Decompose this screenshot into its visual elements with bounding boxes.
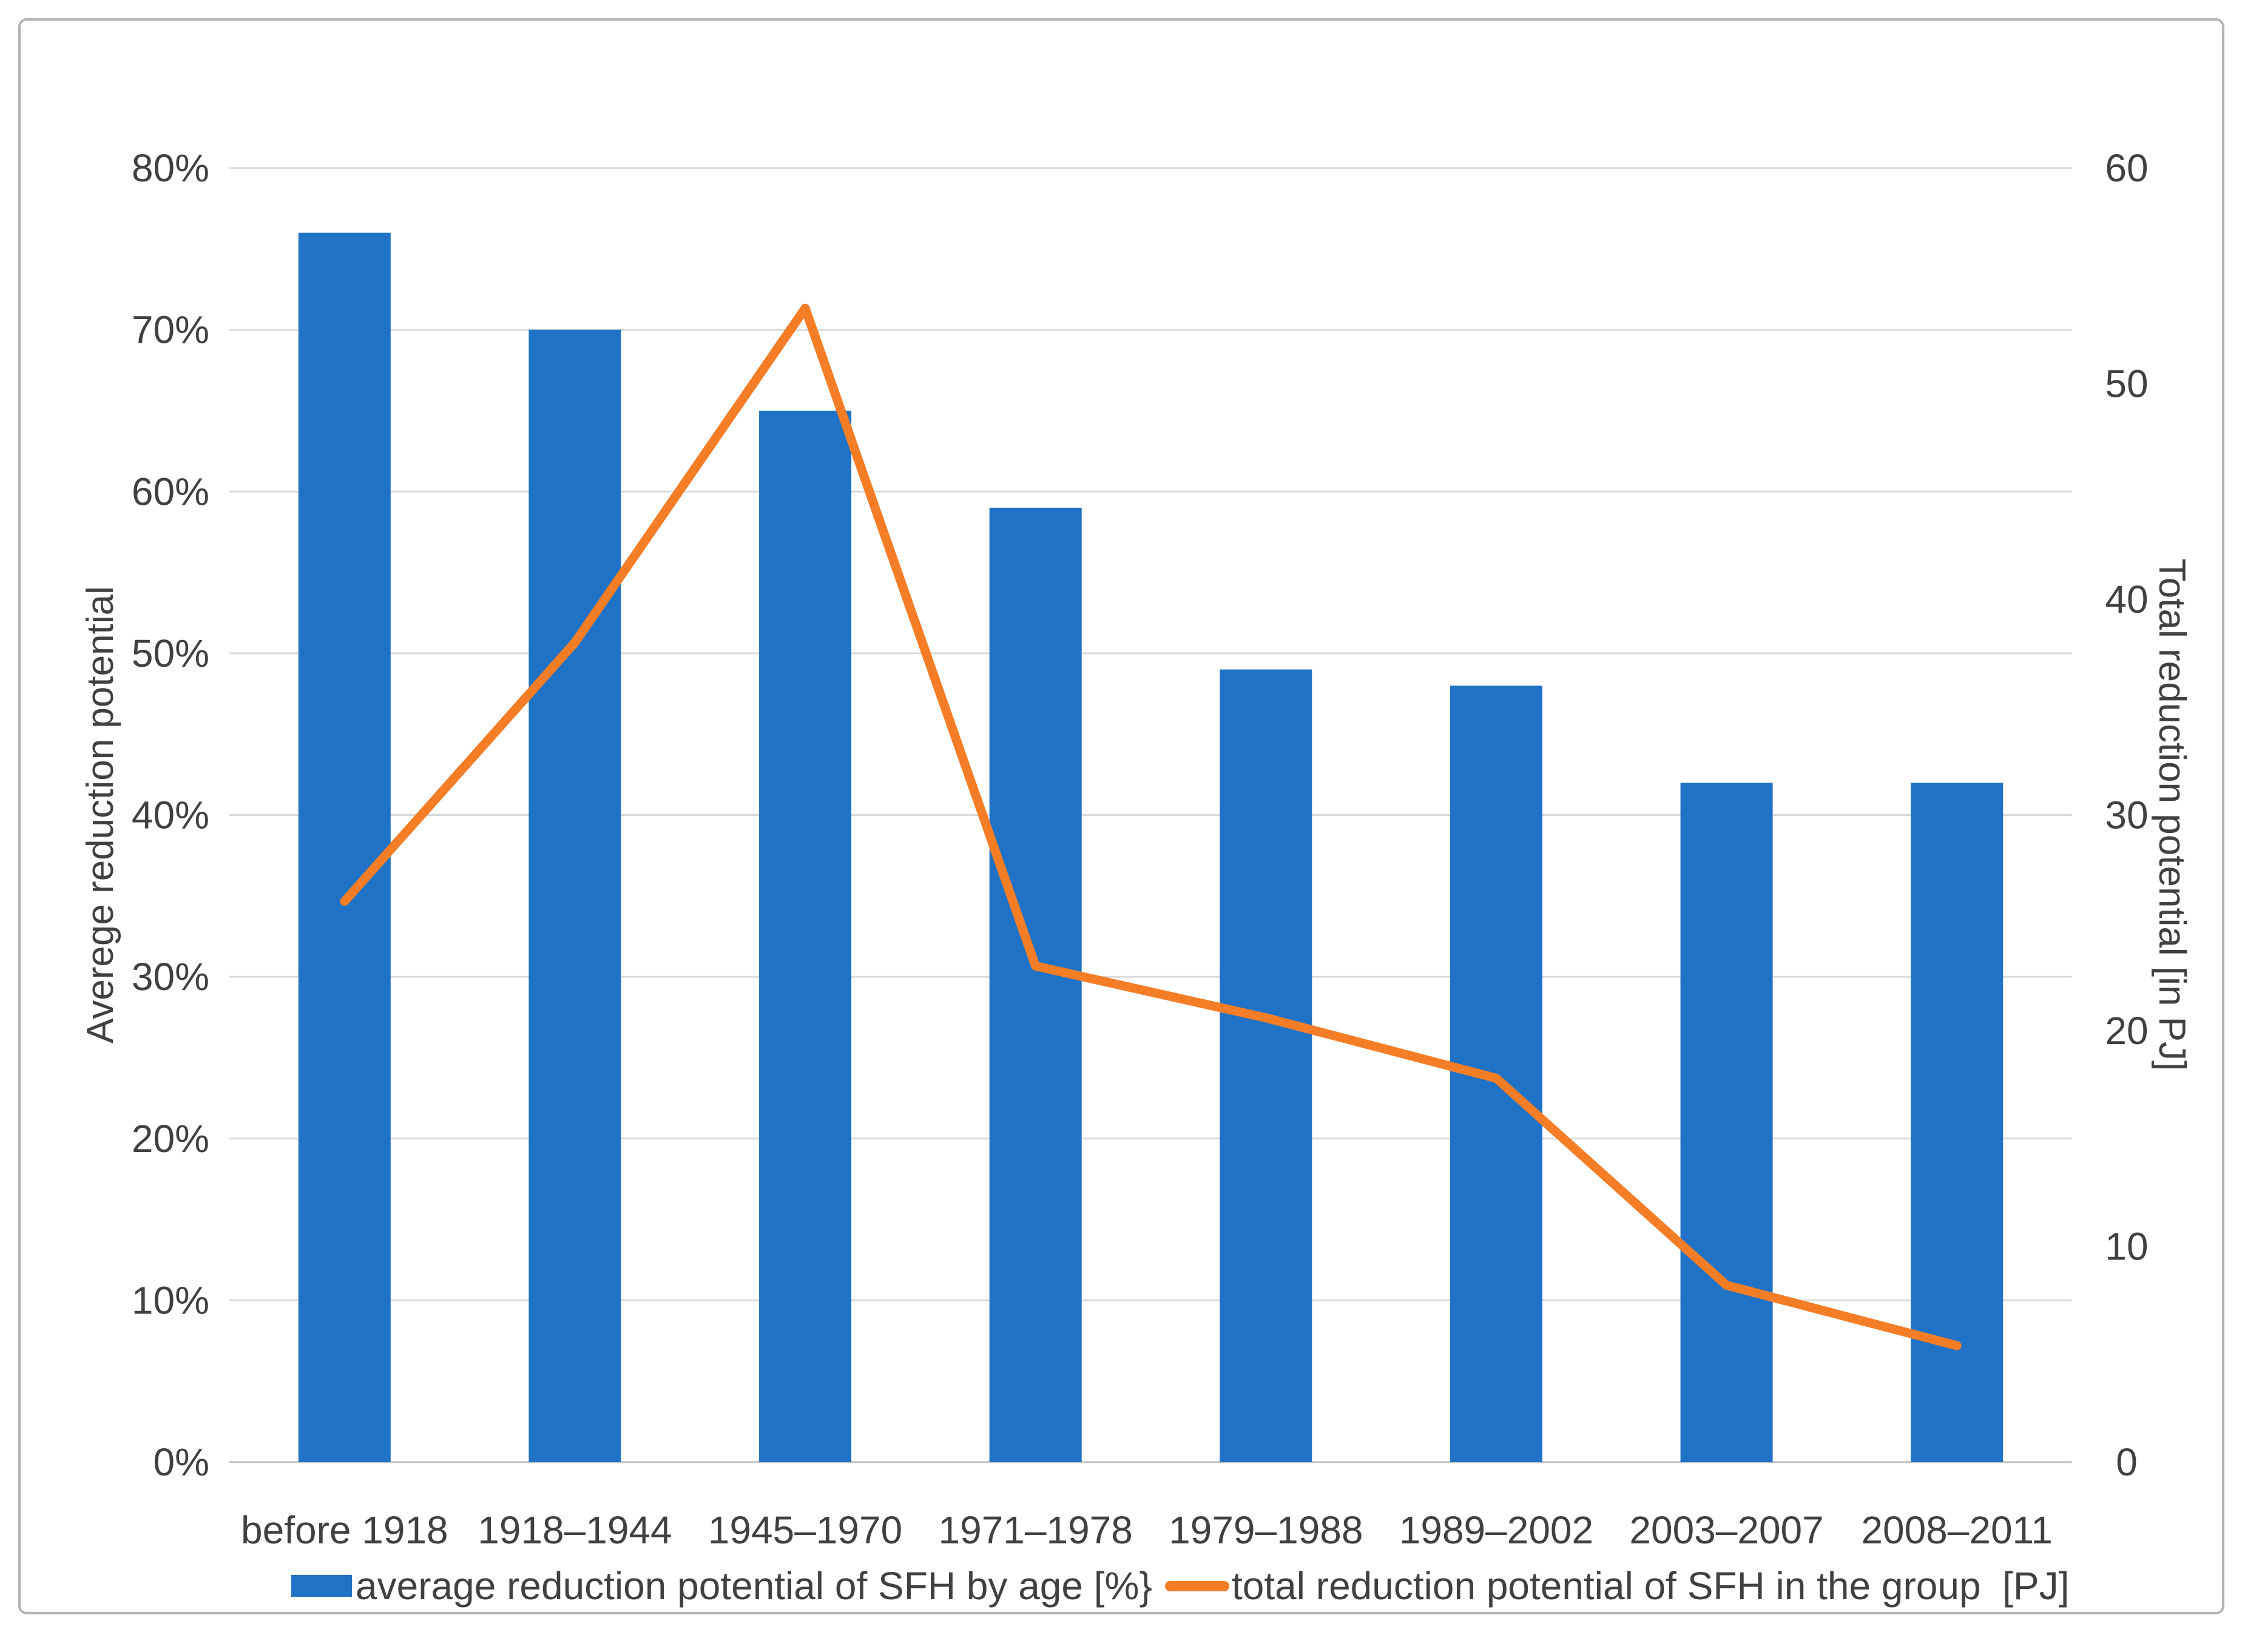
legend: average reduction potential of SFH by ag… [0,1564,2262,1619]
left-axis-tick-label: 10% [132,1278,209,1322]
left-axis-tick-label: 20% [132,1117,209,1161]
bar [298,232,391,1462]
right-axis-tick-label: 50 [2105,362,2148,406]
left-axis-title: Averege reduction potential [79,586,121,1043]
bar [989,507,1082,1462]
bar [759,410,852,1462]
bar-series-swatch [291,1575,352,1597]
left-axis-tick-label: 0% [154,1440,210,1484]
bar [1220,669,1312,1462]
x-axis-category-label: before 1918 [241,1508,448,1552]
x-axis-category-label: 1989–2002 [1399,1508,1593,1552]
bar [1680,783,1773,1462]
right-axis-tick-label: 40 [2105,578,2148,621]
right-axis-tick-label: 0 [2116,1440,2138,1484]
x-axis-category-label: 1918–1944 [478,1508,672,1552]
left-axis-tick-label: 40% [132,794,209,837]
line-series-legend-label: total reduction potential of SFH in the … [1232,1564,2070,1608]
right-axis-tick-label: 60 [2105,146,2148,190]
left-axis-tick-label: 80% [132,146,209,190]
right-axis-title: Total reduction potential [in PJ] [2151,558,2193,1071]
x-axis-category-label: 1979–1988 [1169,1508,1363,1552]
x-axis-category-label: 2008–2011 [1861,1508,2053,1552]
left-axis-tick-label: 70% [132,308,209,352]
x-axis-category-label: 1945–1970 [708,1508,902,1552]
bar [1911,783,2004,1462]
x-axis-category-label: 1971–1978 [939,1508,1133,1552]
legend-item-bar-series: average reduction potential of SFH by ag… [291,1564,1152,1608]
left-axis-tick-label: 60% [132,470,209,513]
bar [528,329,621,1462]
legend-item-line-series: total reduction potential of SFH in the … [1165,1564,2069,1608]
line-series-swatch [1165,1580,1229,1591]
right-axis-tick-label: 30 [2105,794,2148,837]
right-axis-tick-label: 10 [2105,1225,2148,1269]
x-axis-category-label: 2003–2007 [1629,1508,1823,1552]
line-series [340,303,1962,1350]
left-axis-tick-label: 30% [132,955,209,999]
bar-series-legend-label: average reduction potential of SFH by ag… [356,1564,1152,1608]
left-axis-tick-label: 50% [132,632,209,675]
right-axis-tick-label: 20 [2105,1009,2148,1053]
